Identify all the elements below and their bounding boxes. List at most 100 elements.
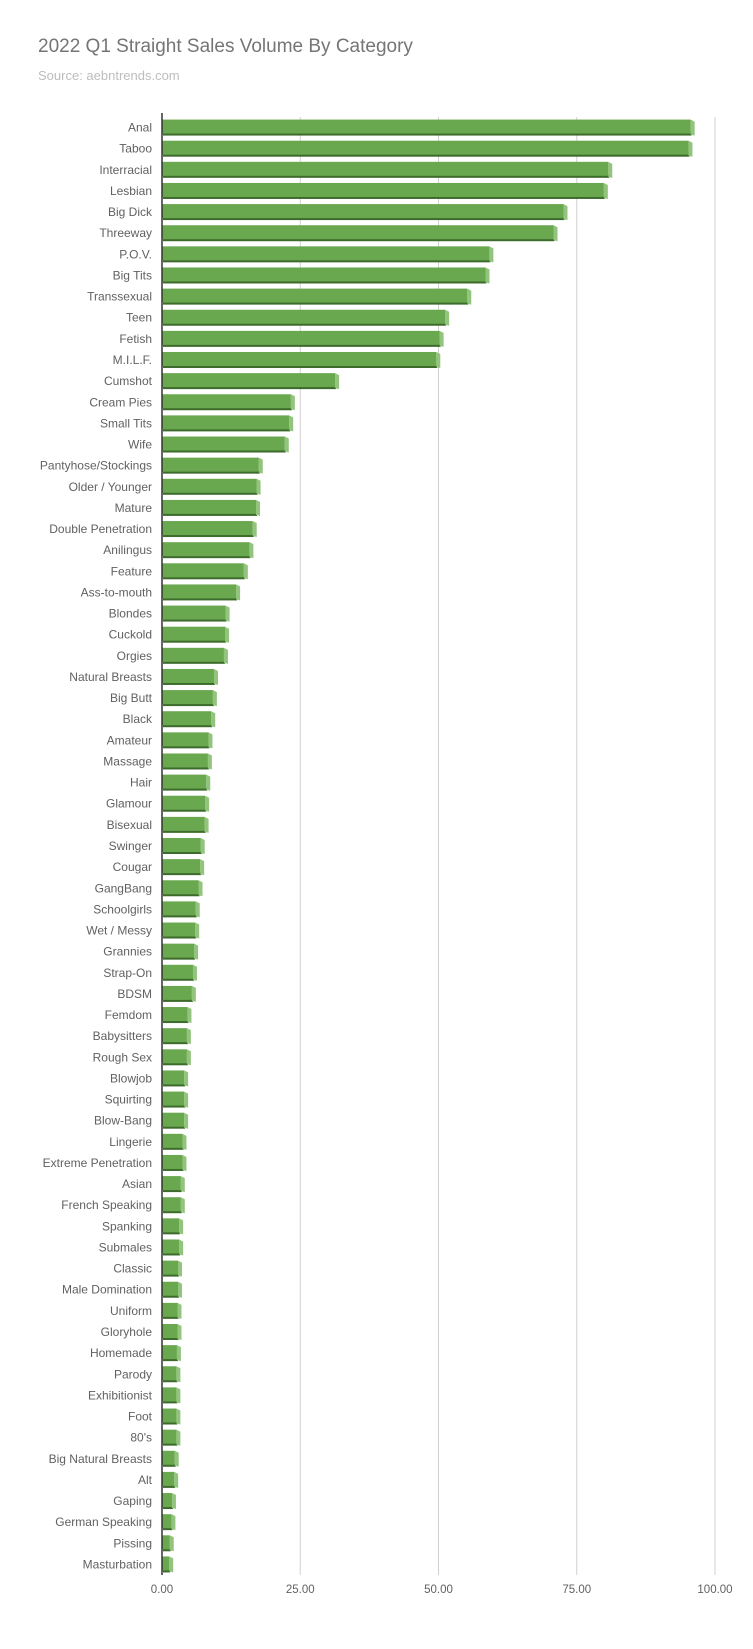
category-label: Big Dick bbox=[108, 205, 153, 219]
bar bbox=[162, 774, 211, 791]
category-label: P.O.V. bbox=[119, 247, 152, 261]
category-label: Exhibitionist bbox=[88, 1388, 153, 1402]
category-label: Lingerie bbox=[109, 1135, 152, 1149]
category-label: Foot bbox=[128, 1410, 153, 1424]
category-label: Swinger bbox=[109, 839, 152, 853]
category-label: Pantyhose/Stockings bbox=[40, 459, 152, 473]
bar bbox=[162, 605, 230, 622]
category-label: Pissing bbox=[113, 1536, 152, 1550]
category-label: Spanking bbox=[102, 1219, 152, 1233]
category-label: Gaping bbox=[113, 1494, 152, 1508]
category-label: Gloryhole bbox=[101, 1325, 153, 1339]
bar bbox=[162, 880, 203, 897]
category-label: Cream Pies bbox=[89, 395, 152, 409]
category-label: Black bbox=[123, 712, 153, 726]
category-label: Anal bbox=[128, 121, 152, 135]
bar bbox=[162, 521, 257, 538]
x-tick-label: 0.00 bbox=[151, 1584, 173, 1596]
bar bbox=[162, 1049, 191, 1066]
bar bbox=[162, 119, 695, 136]
bar bbox=[162, 1007, 192, 1024]
x-tick-label: 50.00 bbox=[424, 1584, 453, 1596]
bar bbox=[162, 647, 228, 664]
bar bbox=[162, 1302, 182, 1319]
category-label: Femdom bbox=[105, 1008, 152, 1022]
bar bbox=[162, 1324, 182, 1340]
bar bbox=[162, 1070, 189, 1087]
category-label: Strap-On bbox=[103, 966, 152, 980]
bar bbox=[162, 1154, 187, 1171]
category-label: Older / Younger bbox=[69, 480, 152, 494]
bar bbox=[162, 1471, 179, 1488]
bar bbox=[162, 816, 209, 833]
bar bbox=[162, 140, 693, 157]
category-label: Mature bbox=[115, 501, 153, 515]
category-label: Feature bbox=[111, 564, 153, 578]
bar bbox=[162, 1535, 174, 1552]
bar bbox=[162, 1112, 189, 1129]
category-label: Masturbation bbox=[83, 1557, 152, 1571]
category-label: Blondes bbox=[109, 607, 152, 621]
bar bbox=[162, 668, 218, 685]
chart-title: 2022 Q1 Straight Sales Volume By Categor… bbox=[38, 36, 413, 57]
category-label: Extreme Penetration bbox=[43, 1156, 152, 1170]
category-label: Alt bbox=[138, 1473, 153, 1487]
bar bbox=[162, 330, 444, 347]
bar bbox=[162, 584, 241, 601]
bar bbox=[162, 1345, 181, 1362]
category-label: Uniform bbox=[110, 1304, 152, 1318]
category-label: Bisexual bbox=[107, 818, 152, 832]
category-label: M.I.L.F. bbox=[113, 353, 152, 367]
category-label: Big Tits bbox=[113, 268, 152, 282]
bar bbox=[162, 1260, 183, 1277]
category-label: BDSM bbox=[117, 987, 152, 1001]
bar bbox=[162, 1197, 185, 1214]
category-label: Transsexual bbox=[87, 290, 152, 304]
category-label: 80's bbox=[130, 1431, 152, 1445]
bar bbox=[162, 1556, 174, 1573]
bar bbox=[162, 985, 196, 1002]
bar bbox=[162, 373, 340, 390]
x-tick-label: 25.00 bbox=[286, 1584, 315, 1596]
bar bbox=[162, 1408, 181, 1425]
bar bbox=[162, 690, 217, 707]
bar bbox=[162, 542, 254, 559]
category-label: Cumshot bbox=[104, 374, 153, 388]
bar bbox=[162, 1133, 187, 1150]
category-label: Cougar bbox=[113, 860, 152, 874]
bar bbox=[162, 1493, 176, 1510]
category-label: Double Penetration bbox=[49, 522, 152, 536]
category-label: Asian bbox=[122, 1177, 152, 1191]
bar bbox=[162, 1366, 181, 1383]
category-label: Male Domination bbox=[62, 1283, 152, 1297]
bar bbox=[162, 288, 472, 305]
bar bbox=[162, 161, 613, 178]
category-label: Ass-to-mouth bbox=[81, 585, 152, 599]
category-label: Amateur bbox=[107, 733, 152, 747]
category-label: Parody bbox=[114, 1367, 152, 1381]
bar bbox=[162, 922, 200, 939]
category-label: Blowjob bbox=[110, 1071, 152, 1085]
category-label: Big Natural Breasts bbox=[49, 1452, 152, 1466]
category-label: Cuckold bbox=[109, 628, 152, 642]
category-label: Babysitters bbox=[93, 1029, 152, 1043]
bar bbox=[162, 225, 558, 242]
bar bbox=[162, 753, 212, 770]
bar bbox=[162, 1091, 189, 1108]
category-label: GangBang bbox=[95, 881, 152, 895]
category-label: Blow-Bang bbox=[94, 1114, 152, 1128]
category-label: French Speaking bbox=[61, 1198, 152, 1212]
bar bbox=[162, 182, 608, 199]
bar bbox=[162, 204, 568, 221]
bar bbox=[162, 436, 289, 453]
bar bbox=[162, 415, 294, 432]
bar bbox=[162, 352, 441, 368]
bar bbox=[162, 1028, 191, 1045]
x-tick-label: 75.00 bbox=[562, 1584, 591, 1596]
category-label: Wet / Messy bbox=[86, 924, 152, 938]
bar bbox=[162, 626, 230, 643]
bar bbox=[162, 901, 200, 918]
bar bbox=[162, 732, 213, 749]
bar bbox=[162, 563, 248, 580]
